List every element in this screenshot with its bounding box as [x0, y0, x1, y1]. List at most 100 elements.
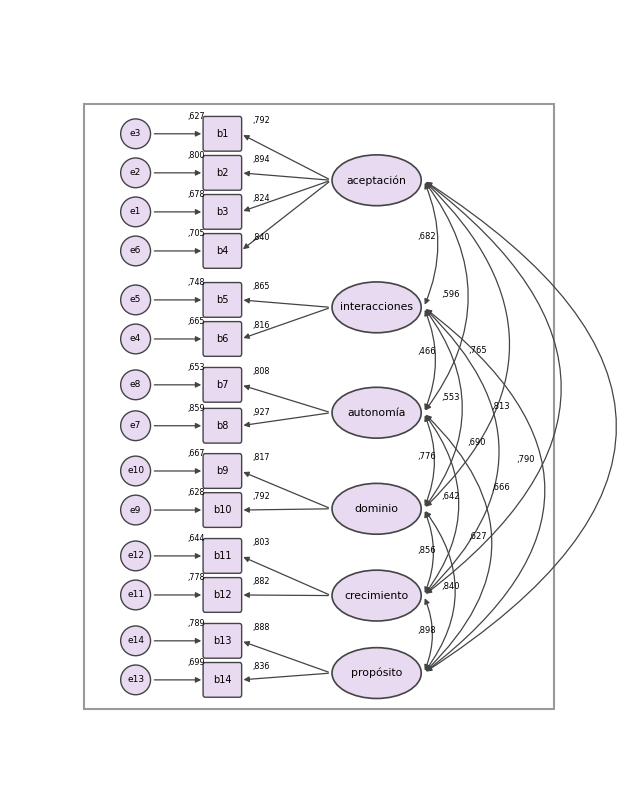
- Text: b11: b11: [213, 551, 231, 561]
- Text: ,699: ,699: [187, 658, 205, 667]
- Text: ,836: ,836: [253, 663, 270, 671]
- Text: ,865: ,865: [253, 283, 270, 291]
- FancyBboxPatch shape: [203, 578, 241, 613]
- FancyBboxPatch shape: [203, 195, 241, 229]
- Text: b8: b8: [216, 421, 228, 431]
- Text: ,894: ,894: [253, 155, 270, 164]
- FancyBboxPatch shape: [203, 283, 241, 317]
- Text: ,888: ,888: [253, 623, 270, 632]
- Text: ,792: ,792: [253, 493, 271, 502]
- Text: ,817: ,817: [253, 453, 270, 462]
- Ellipse shape: [121, 665, 151, 695]
- Text: b7: b7: [216, 380, 229, 390]
- Text: b4: b4: [216, 246, 228, 256]
- Text: b9: b9: [216, 466, 228, 476]
- Text: propósito: propósito: [351, 668, 402, 679]
- Text: autonomía: autonomía: [348, 407, 406, 418]
- Text: ,667: ,667: [187, 449, 205, 458]
- Text: ,882: ,882: [253, 577, 270, 586]
- Ellipse shape: [121, 119, 151, 149]
- Ellipse shape: [121, 285, 151, 315]
- Ellipse shape: [121, 626, 151, 656]
- Text: ,790: ,790: [516, 455, 535, 464]
- Ellipse shape: [121, 370, 151, 400]
- Text: b6: b6: [216, 334, 228, 344]
- Text: ,690: ,690: [467, 438, 486, 447]
- Text: ,856: ,856: [417, 546, 436, 555]
- Text: ,776: ,776: [417, 452, 437, 460]
- FancyBboxPatch shape: [203, 623, 241, 658]
- Text: e14: e14: [127, 636, 144, 646]
- Text: e12: e12: [127, 551, 144, 560]
- FancyBboxPatch shape: [203, 233, 241, 268]
- Text: ,800: ,800: [187, 151, 205, 160]
- Text: crecimiento: crecimiento: [345, 591, 409, 601]
- Text: b5: b5: [216, 295, 229, 305]
- Text: e5: e5: [130, 295, 141, 304]
- Text: b3: b3: [216, 207, 228, 217]
- Text: ,859: ,859: [187, 404, 205, 413]
- Text: e9: e9: [130, 506, 141, 514]
- Ellipse shape: [121, 541, 151, 571]
- FancyBboxPatch shape: [203, 367, 241, 402]
- Text: ,898: ,898: [417, 626, 436, 635]
- FancyBboxPatch shape: [203, 117, 241, 151]
- Text: b10: b10: [213, 505, 231, 515]
- Text: e10: e10: [127, 466, 144, 476]
- Text: e7: e7: [130, 421, 141, 430]
- FancyBboxPatch shape: [203, 539, 241, 573]
- Ellipse shape: [121, 158, 151, 188]
- Text: ,803: ,803: [253, 539, 270, 547]
- Text: ,665: ,665: [187, 317, 205, 326]
- Text: interacciones: interacciones: [340, 303, 413, 312]
- Text: ,789: ,789: [187, 619, 205, 628]
- FancyBboxPatch shape: [203, 454, 241, 489]
- Text: ,840: ,840: [253, 233, 270, 242]
- Text: ,927: ,927: [253, 408, 271, 417]
- Text: ,808: ,808: [253, 367, 270, 376]
- Ellipse shape: [332, 282, 421, 332]
- Text: ,628: ,628: [187, 488, 205, 497]
- Ellipse shape: [332, 648, 421, 699]
- Ellipse shape: [121, 411, 151, 440]
- Text: ,816: ,816: [253, 321, 270, 330]
- Text: e8: e8: [130, 380, 141, 390]
- FancyBboxPatch shape: [203, 155, 241, 190]
- FancyBboxPatch shape: [203, 322, 241, 357]
- FancyBboxPatch shape: [203, 493, 241, 527]
- FancyBboxPatch shape: [203, 408, 241, 443]
- Ellipse shape: [121, 580, 151, 610]
- Ellipse shape: [332, 483, 421, 535]
- Text: ,705: ,705: [187, 229, 205, 238]
- Text: dominio: dominio: [355, 504, 399, 514]
- Text: ,840: ,840: [442, 582, 460, 591]
- Text: ,682: ,682: [417, 232, 436, 241]
- Text: ,596: ,596: [442, 291, 460, 299]
- Text: ,765: ,765: [468, 346, 487, 355]
- Text: e4: e4: [130, 334, 141, 344]
- Text: ,627: ,627: [187, 112, 205, 121]
- Text: ,778: ,778: [187, 573, 205, 582]
- Text: b1: b1: [216, 129, 228, 138]
- Text: e6: e6: [130, 246, 141, 255]
- Ellipse shape: [332, 155, 421, 206]
- Ellipse shape: [332, 387, 421, 438]
- Text: ,466: ,466: [417, 348, 436, 357]
- Text: ,653: ,653: [187, 363, 205, 372]
- Ellipse shape: [121, 495, 151, 525]
- Text: ,642: ,642: [442, 492, 460, 501]
- Ellipse shape: [332, 570, 421, 621]
- Text: ,813: ,813: [491, 402, 510, 411]
- Text: b2: b2: [216, 167, 229, 178]
- Text: e11: e11: [127, 590, 144, 600]
- Text: ,792: ,792: [253, 116, 271, 125]
- Text: ,553: ,553: [442, 393, 460, 402]
- Text: ,748: ,748: [187, 278, 205, 287]
- Text: aceptación: aceptación: [346, 175, 407, 185]
- Ellipse shape: [121, 324, 151, 354]
- Text: b13: b13: [213, 636, 231, 646]
- Text: ,644: ,644: [187, 534, 205, 543]
- Text: ,824: ,824: [253, 194, 270, 203]
- Ellipse shape: [121, 236, 151, 266]
- Text: ,678: ,678: [187, 190, 205, 199]
